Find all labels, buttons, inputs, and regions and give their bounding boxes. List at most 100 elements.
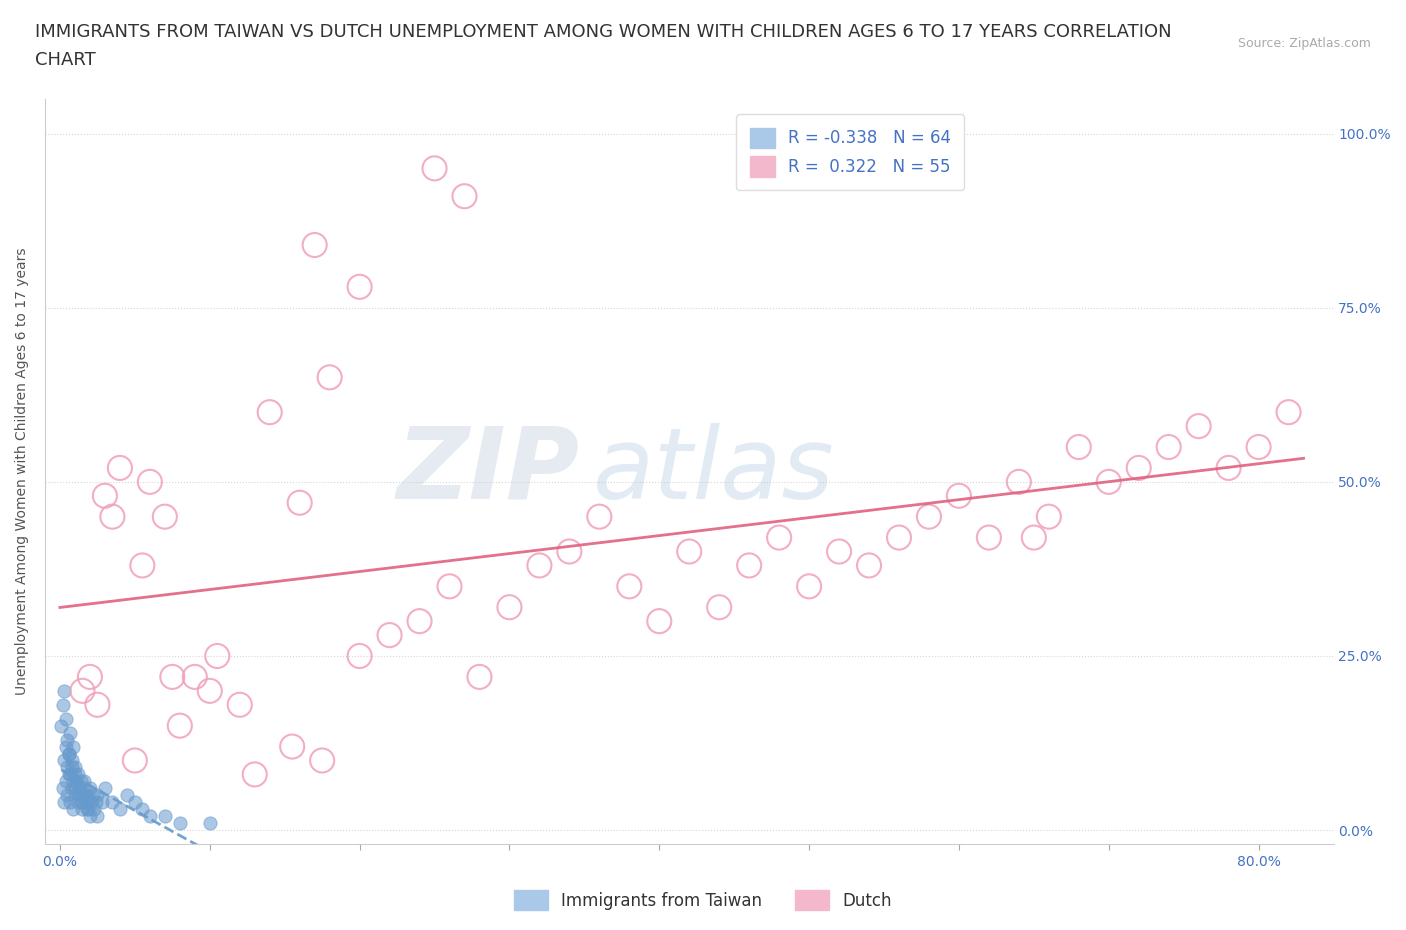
Point bbox=[948, 488, 970, 503]
Point bbox=[468, 670, 491, 684]
Point bbox=[72, 795, 94, 810]
Point bbox=[62, 739, 84, 754]
Point bbox=[60, 760, 83, 775]
Point bbox=[58, 746, 80, 761]
Point bbox=[797, 578, 820, 593]
Point bbox=[60, 753, 83, 768]
Point bbox=[52, 781, 75, 796]
Point bbox=[318, 370, 340, 385]
Point bbox=[101, 795, 124, 810]
Legend: Immigrants from Taiwan, Dutch: Immigrants from Taiwan, Dutch bbox=[508, 884, 898, 917]
Point bbox=[139, 809, 162, 824]
Point bbox=[76, 788, 98, 803]
Point bbox=[79, 809, 101, 824]
Point bbox=[1038, 510, 1060, 525]
Point bbox=[1067, 440, 1090, 455]
Point bbox=[304, 237, 326, 252]
Text: Source: ZipAtlas.com: Source: ZipAtlas.com bbox=[1237, 37, 1371, 50]
Point bbox=[311, 753, 333, 768]
Point bbox=[1157, 440, 1180, 455]
Point bbox=[243, 767, 266, 782]
Point bbox=[558, 544, 581, 559]
Point bbox=[453, 189, 475, 204]
Point bbox=[1022, 530, 1045, 545]
Point bbox=[169, 718, 191, 733]
Point bbox=[67, 781, 90, 796]
Text: ZIP: ZIP bbox=[396, 423, 579, 520]
Point bbox=[259, 405, 281, 419]
Point bbox=[75, 795, 97, 810]
Point bbox=[184, 670, 207, 684]
Point bbox=[1098, 474, 1121, 489]
Point bbox=[207, 648, 229, 663]
Point bbox=[80, 795, 103, 810]
Point bbox=[153, 809, 176, 824]
Point bbox=[56, 732, 79, 747]
Point bbox=[828, 544, 851, 559]
Point bbox=[198, 684, 221, 698]
Point bbox=[117, 788, 139, 803]
Point bbox=[1008, 474, 1031, 489]
Point bbox=[66, 767, 89, 782]
Point bbox=[59, 795, 82, 810]
Point bbox=[1128, 460, 1150, 475]
Point bbox=[83, 802, 105, 817]
Point bbox=[169, 816, 191, 830]
Point bbox=[53, 753, 76, 768]
Point bbox=[423, 161, 446, 176]
Point bbox=[76, 802, 98, 817]
Point bbox=[63, 788, 86, 803]
Point bbox=[648, 614, 671, 629]
Point bbox=[84, 795, 107, 810]
Point bbox=[529, 558, 551, 573]
Point bbox=[86, 788, 108, 803]
Point bbox=[108, 460, 131, 475]
Point bbox=[58, 746, 80, 761]
Text: IMMIGRANTS FROM TAIWAN VS DUTCH UNEMPLOYMENT AMONG WOMEN WITH CHILDREN AGES 6 TO: IMMIGRANTS FROM TAIWAN VS DUTCH UNEMPLOY… bbox=[35, 23, 1171, 41]
Point bbox=[349, 279, 371, 294]
Point bbox=[498, 600, 520, 615]
Point bbox=[72, 802, 94, 817]
Point bbox=[198, 816, 221, 830]
Legend: R = -0.338   N = 64, R =  0.322   N = 55: R = -0.338 N = 64, R = 0.322 N = 55 bbox=[737, 114, 965, 190]
Point bbox=[153, 510, 176, 525]
Point bbox=[63, 760, 86, 775]
Point bbox=[678, 544, 700, 559]
Point bbox=[75, 788, 97, 803]
Point bbox=[887, 530, 910, 545]
Point bbox=[124, 753, 146, 768]
Point bbox=[72, 684, 94, 698]
Point bbox=[918, 510, 941, 525]
Point bbox=[101, 510, 124, 525]
Point bbox=[124, 795, 146, 810]
Point bbox=[70, 788, 93, 803]
Point bbox=[77, 795, 100, 810]
Point bbox=[408, 614, 430, 629]
Point bbox=[709, 600, 731, 615]
Point bbox=[139, 474, 162, 489]
Point bbox=[65, 774, 87, 789]
Point bbox=[1218, 460, 1240, 475]
Point bbox=[131, 558, 153, 573]
Point bbox=[67, 788, 90, 803]
Point bbox=[70, 774, 93, 789]
Y-axis label: Unemployment Among Women with Children Ages 6 to 17 years: Unemployment Among Women with Children A… bbox=[15, 247, 30, 695]
Point bbox=[55, 711, 77, 726]
Point bbox=[73, 774, 96, 789]
Point bbox=[55, 739, 77, 754]
Point bbox=[229, 698, 252, 712]
Point bbox=[858, 558, 880, 573]
Point bbox=[60, 781, 83, 796]
Point bbox=[378, 628, 401, 643]
Point bbox=[619, 578, 641, 593]
Point bbox=[59, 725, 82, 740]
Point bbox=[1277, 405, 1299, 419]
Point bbox=[66, 795, 89, 810]
Point bbox=[977, 530, 1000, 545]
Point bbox=[53, 684, 76, 698]
Point bbox=[73, 781, 96, 796]
Point bbox=[56, 760, 79, 775]
Point bbox=[1247, 440, 1270, 455]
Point bbox=[349, 648, 371, 663]
Point bbox=[281, 739, 304, 754]
